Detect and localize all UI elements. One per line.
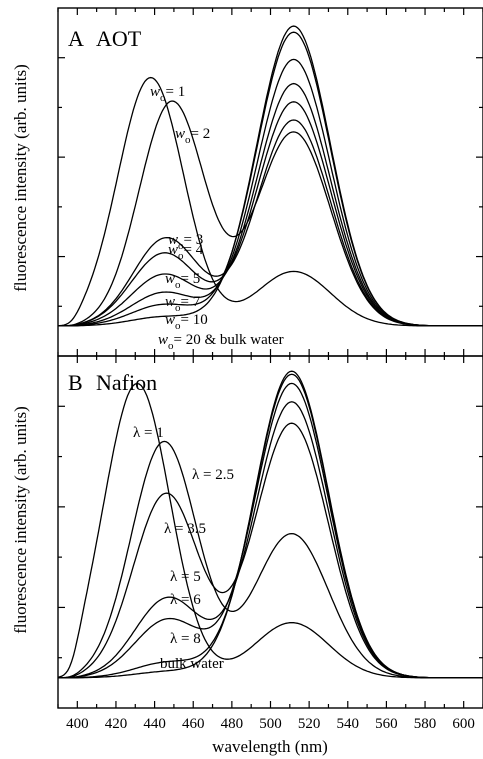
x-tick-label: 440 xyxy=(143,716,166,732)
spectrum-line-a-5 xyxy=(58,82,483,327)
x-tick-label: 460 xyxy=(182,716,205,732)
panel-b-frame xyxy=(57,355,483,709)
panel-a-aot: A AOT wo= 1wo= 2wo= 3wo= 4wo= 5wo= 7wo= … xyxy=(57,7,483,357)
x-tick-label: 500 xyxy=(259,716,282,732)
series-label-a-4: wo= 4 xyxy=(168,242,204,262)
series-label-a-5: wo= 5 xyxy=(165,271,200,291)
panel-a-title: AOT xyxy=(96,26,142,51)
spectrum-line-b-3 xyxy=(58,422,483,679)
series-label-a-2: wo= 2 xyxy=(175,126,210,146)
series-label-a-7: wo= 10 xyxy=(165,312,208,332)
x-tick-label: 400 xyxy=(66,716,89,732)
x-tick-labels: 400 420 440 460 480 500 520 540 560 580 600 xyxy=(66,716,475,732)
panel-b-letter: B xyxy=(68,370,83,395)
panel-b-nafion: B Nafion λ = 1λ = 2.5λ = 3.5λ = 5λ = 6λ … xyxy=(57,355,483,732)
x-tick-label: 580 xyxy=(414,716,437,732)
panel-b-ticks xyxy=(57,356,483,708)
panel-a-curves xyxy=(57,25,483,327)
series-label-b-6: λ = 8 xyxy=(170,631,201,647)
panel-b-curves xyxy=(57,370,483,679)
series-label-b-4: λ = 5 xyxy=(170,569,201,585)
spectrum-line-a-4 xyxy=(58,101,483,327)
panel-b-title: Nafion xyxy=(96,370,157,395)
spectrum-line-b-5 xyxy=(58,382,483,679)
spectrum-line-b-7 xyxy=(58,370,483,679)
spectrum-line-b-4 xyxy=(57,401,483,679)
series-label-a-3: wo= 3 xyxy=(168,232,203,252)
series-label-a-8: wo= 20 & bulk water xyxy=(158,332,284,352)
series-label-b-2: λ = 2.5 xyxy=(192,467,234,483)
x-tick-label: 520 xyxy=(298,716,321,732)
y-axis-title-b: fluorescence intensity (arb. units) xyxy=(11,406,30,634)
spectrum-line-a-6 xyxy=(58,58,483,327)
spectrum-line-a-8 xyxy=(58,25,483,327)
panel-a-letter: A xyxy=(68,26,84,51)
spectrum-line-b-2 xyxy=(58,440,483,679)
spectrum-line-a-7 xyxy=(58,31,483,327)
spectrum-line-a-1 xyxy=(57,76,483,327)
panel-a-curve-labels: wo= 1 wo= 2 wo= 3wo= 4 wo= 5 wo= 7wo= 10wo= … xyxy=(150,84,284,352)
x-tick-label: 480 xyxy=(221,716,244,732)
x-tick-label: 600 xyxy=(452,716,475,732)
panel-b-curve-labels: λ = 1 λ = 2.5 λ = 3.5 λ = 5 λ = 6 λ = 8 bulk w… xyxy=(133,425,234,672)
x-tick-label: 420 xyxy=(105,716,128,732)
x-tick-label: 540 xyxy=(337,716,360,732)
series-label-b-3: λ = 3.5 xyxy=(164,521,206,537)
series-label-b-7: bulk water xyxy=(160,656,224,672)
series-label-b-5: λ = 6 xyxy=(170,592,201,608)
y-axis-title-a: fluorescence intensity (arb. units) xyxy=(11,64,30,292)
series-label-a-1: wo= 1 xyxy=(150,84,185,104)
spectrum-line-a-2 xyxy=(58,100,483,327)
x-axis-title: wavelength (nm) xyxy=(212,737,328,756)
series-label-a-6: wo= 7 xyxy=(165,294,201,314)
series-label-b-1: λ = 1 xyxy=(133,425,164,441)
x-tick-label: 560 xyxy=(375,716,398,732)
